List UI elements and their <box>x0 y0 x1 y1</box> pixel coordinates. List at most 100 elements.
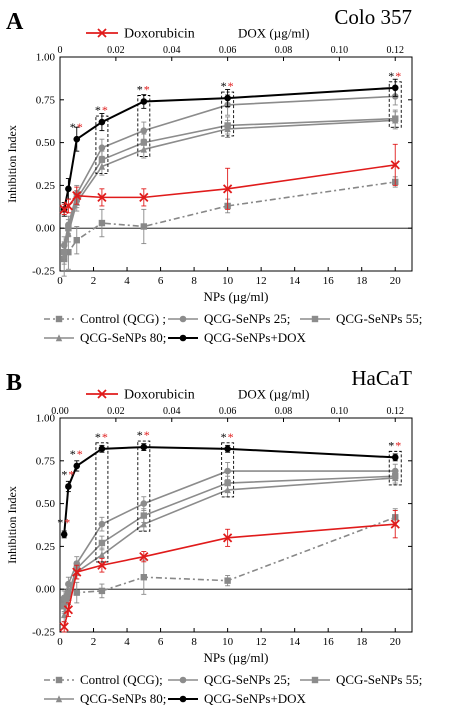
x-tick-label: 2 <box>91 636 97 648</box>
significance-box <box>95 115 109 175</box>
data-point <box>98 144 106 152</box>
x-tick-label: 8 <box>191 275 197 287</box>
x-tick-label: 20 <box>390 275 402 287</box>
legend-label: QCG-SeNPs 55; <box>336 672 422 687</box>
series-line <box>63 95 396 246</box>
top-axis-label: DOX (µg/ml) <box>238 26 309 41</box>
series-5 <box>59 143 400 215</box>
data-point <box>98 539 106 547</box>
top-tick-label: 0.12 <box>386 45 404 56</box>
panel-a: A Colo 357 Doxorubicin DOX (µg/ml) 0 2 4 6 8 10 12… <box>5 5 422 345</box>
data-point <box>391 454 399 461</box>
legend-marker <box>311 315 319 323</box>
x-tick-label: 6 <box>158 636 164 648</box>
legend-label: QCG-SeNPs 55; <box>336 311 422 326</box>
significance-box <box>137 440 151 532</box>
data-point <box>222 533 233 543</box>
data-point <box>98 162 106 170</box>
legend-marker <box>55 676 63 684</box>
data-point <box>98 219 106 227</box>
data-point <box>72 567 82 577</box>
x-tick-label: 8 <box>191 636 197 648</box>
x-axis-title: NPs (µg/ml) <box>204 289 269 304</box>
top-tick-label: 0.10 <box>331 45 349 56</box>
legend-marker <box>179 315 187 323</box>
data-point <box>98 118 106 126</box>
top-tick-label: 0.00 <box>51 406 69 417</box>
data-point <box>73 462 81 470</box>
cell-line-title: Colo 357 <box>334 5 412 29</box>
legend-label: QCG-SeNPs 80; <box>80 691 166 706</box>
top-axis-label: DOX (µg/ml) <box>238 387 309 402</box>
chart-hacat: B HaCaT Doxorubicin DOX (µg/ml) 0 2 4 6 8 10 12 14 1… <box>5 366 422 706</box>
legend-marker <box>311 676 319 684</box>
significance-star: * <box>137 428 143 442</box>
x-axis-title: NPs (µg/ml) <box>204 650 269 665</box>
data-point <box>140 574 148 581</box>
legend-marker <box>55 695 63 703</box>
data-point <box>73 236 80 244</box>
top-tick-label: 0.06 <box>219 45 237 56</box>
data-point <box>97 560 107 570</box>
significance-box <box>137 95 151 157</box>
significance-star: * <box>64 515 70 529</box>
significance-box <box>221 91 235 137</box>
legend-item: QCG-SeNPs+DOX <box>168 330 307 345</box>
data-point <box>97 192 107 203</box>
data-point <box>390 160 400 170</box>
series-4 <box>60 443 399 539</box>
legend-marker <box>55 315 63 323</box>
series-line <box>63 475 396 607</box>
data-point <box>392 474 399 482</box>
legend-doxorubicin: Doxorubicin <box>86 388 195 403</box>
data-point <box>140 512 148 519</box>
significance-star: * <box>228 79 234 93</box>
series-line <box>63 516 396 602</box>
y-tick-label: 0.25 <box>36 180 56 192</box>
data-point <box>224 467 231 475</box>
significance-star: * <box>70 447 76 461</box>
legend-item: QCG-SeNPs+DOX <box>168 691 307 706</box>
data-point <box>73 135 81 143</box>
significance-star: * <box>388 69 394 83</box>
significance-star: * <box>95 103 101 117</box>
data-point <box>140 98 148 105</box>
top-tick-label: 0.04 <box>163 406 181 417</box>
top-tick-label: 0.06 <box>219 406 237 417</box>
x-tick-label: 18 <box>356 636 368 648</box>
data-point <box>224 94 231 102</box>
significance-star: * <box>144 83 150 97</box>
y-tick-label: 0.50 <box>36 137 56 149</box>
series-0 <box>60 508 399 612</box>
x-tick-label: 14 <box>289 275 301 287</box>
y-tick-label: 0.75 <box>36 455 56 467</box>
data-point <box>140 520 148 528</box>
legend-marker <box>179 334 187 342</box>
data-point <box>392 116 399 124</box>
top-tick-label: 0.08 <box>275 45 293 56</box>
data-point <box>63 201 74 211</box>
significance-star: * <box>137 83 143 97</box>
legend-doxorubicin-label: Doxorubicin <box>124 388 195 403</box>
legend-item: Control (QCG); <box>44 672 163 687</box>
significance-star: * <box>95 430 101 444</box>
x-tick-label: 12 <box>256 275 267 287</box>
x-tick-label: 12 <box>256 636 267 648</box>
y-axis-title: Inhibition Index <box>5 125 19 203</box>
cell-line-title: HaCaT <box>351 366 412 390</box>
data-point <box>140 500 148 507</box>
legend-doxorubicin-marker <box>97 389 107 399</box>
x-tick-label: 20 <box>390 636 402 648</box>
x-tick-label: 4 <box>124 636 130 648</box>
legend-label: QCG-SeNPs+DOX <box>204 691 307 706</box>
data-point <box>391 84 399 92</box>
data-point <box>139 192 149 203</box>
legend-label: QCG-SeNPs 80; <box>80 330 166 345</box>
panel-b: B HaCaT Doxorubicin DOX (µg/ml) 0 2 4 6 8 10 12 14 1… <box>0 361 474 722</box>
significance-box <box>388 450 402 486</box>
y-tick-label: -0.25 <box>32 627 55 639</box>
significance-star: * <box>102 103 108 117</box>
legend-marker <box>179 676 187 684</box>
legend-label: Control (QCG) ; <box>80 311 166 326</box>
legend-marker <box>55 334 63 342</box>
